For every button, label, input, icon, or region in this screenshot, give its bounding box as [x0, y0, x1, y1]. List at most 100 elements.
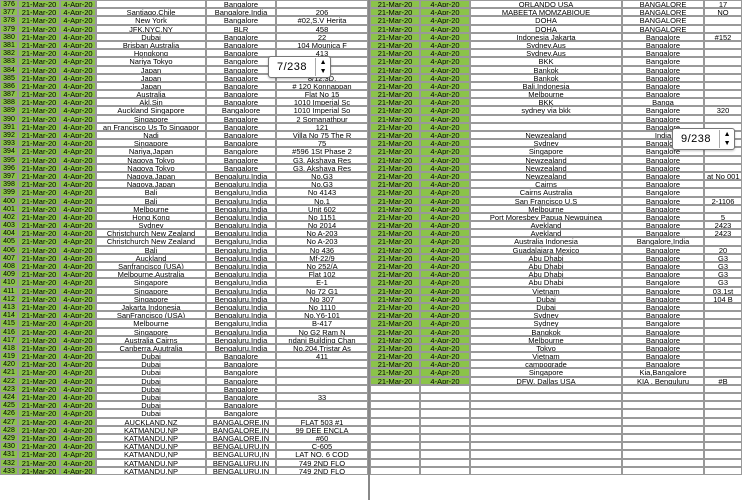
- left-date2-cell[interactable]: 4-Apr-20: [60, 450, 96, 458]
- right-from-cell[interactable]: Melbourne: [470, 90, 622, 98]
- row-number[interactable]: 376: [0, 0, 18, 8]
- right-from-cell[interactable]: Dubai: [470, 295, 622, 303]
- right-date1-cell[interactable]: 21-Mar-20: [370, 25, 420, 33]
- right-from-cell[interactable]: Melbourne: [470, 205, 622, 213]
- left-to-cell[interactable]: Bengaluru,India: [206, 270, 276, 278]
- right-to-cell[interactable]: Bangalore: [622, 278, 704, 286]
- left-to-cell[interactable]: Bangalore: [206, 16, 276, 24]
- left-to-cell[interactable]: Bangalore: [206, 49, 276, 57]
- left-date1-cell[interactable]: 21-Mar-20: [18, 262, 60, 270]
- right-date1-cell[interactable]: 21-Mar-20: [370, 295, 420, 303]
- left-from-cell[interactable]: Nagoya,Japan: [96, 180, 206, 188]
- right-date1-cell[interactable]: 21-Mar-20: [370, 352, 420, 360]
- right-date1-cell[interactable]: 21-Mar-20: [370, 377, 420, 385]
- left-to-cell[interactable]: Bangalore: [206, 57, 276, 65]
- row-number[interactable]: 427: [0, 418, 18, 426]
- left-to-cell[interactable]: Bangalore,India: [206, 8, 276, 16]
- right-from-cell[interactable]: Dubai: [470, 303, 622, 311]
- left-addr-cell[interactable]: No 307: [276, 295, 368, 303]
- right-note-cell[interactable]: [704, 418, 742, 426]
- left-to-cell[interactable]: BANGALORE,IN: [206, 426, 276, 434]
- left-from-cell[interactable]: Sanfrancisco (USA): [96, 262, 206, 270]
- left-from-cell[interactable]: Dubai: [96, 352, 206, 360]
- right-date2-cell[interactable]: 4-Apr-20: [420, 180, 470, 188]
- right-date2-cell[interactable]: 4-Apr-20: [420, 172, 470, 180]
- right-note-cell[interactable]: [704, 188, 742, 196]
- left-date2-cell[interactable]: 4-Apr-20: [60, 360, 96, 368]
- right-date1-cell[interactable]: 21-Mar-20: [370, 213, 420, 221]
- left-addr-cell[interactable]: # 120 Konnappan: [276, 82, 368, 90]
- row-number[interactable]: 414: [0, 311, 18, 319]
- left-from-cell[interactable]: Nadi: [96, 131, 206, 139]
- right-from-cell[interactable]: Avekland: [470, 221, 622, 229]
- right-note-cell[interactable]: 5: [704, 213, 742, 221]
- right-from-cell[interactable]: [470, 467, 622, 475]
- left-date2-cell[interactable]: 4-Apr-20: [60, 237, 96, 245]
- left-to-cell[interactable]: Bangalore: [206, 360, 276, 368]
- left-to-cell[interactable]: Bengaluru,India: [206, 328, 276, 336]
- right-to-cell[interactable]: Bangalore: [622, 221, 704, 229]
- right-from-cell[interactable]: Guadalajara Mexico: [470, 246, 622, 254]
- left-date2-cell[interactable]: 4-Apr-20: [60, 90, 96, 98]
- left-date1-cell[interactable]: 21-Mar-20: [18, 270, 60, 278]
- left-date2-cell[interactable]: 4-Apr-20: [60, 393, 96, 401]
- left-from-cell[interactable]: SanFrancisco (USA): [96, 311, 206, 319]
- right-from-cell[interactable]: Singapore: [470, 368, 622, 376]
- left-date1-cell[interactable]: 21-Mar-20: [18, 303, 60, 311]
- right-date2-cell[interactable]: [420, 418, 470, 426]
- right-date2-cell[interactable]: 4-Apr-20: [420, 66, 470, 74]
- left-from-cell[interactable]: Dubai: [96, 409, 206, 417]
- left-date2-cell[interactable]: 4-Apr-20: [60, 409, 96, 417]
- left-to-cell[interactable]: BENGALURU,IN: [206, 459, 276, 467]
- right-date2-cell[interactable]: [420, 459, 470, 467]
- left-date2-cell[interactable]: 4-Apr-20: [60, 0, 96, 8]
- right-to-cell[interactable]: Bangalore: [622, 106, 704, 114]
- left-date2-cell[interactable]: 4-Apr-20: [60, 295, 96, 303]
- left-from-cell[interactable]: KATMANDU,NP: [96, 467, 206, 475]
- left-date1-cell[interactable]: 21-Mar-20: [18, 467, 60, 475]
- right-from-cell[interactable]: Vietnam: [470, 352, 622, 360]
- right-date1-cell[interactable]: 21-Mar-20: [370, 328, 420, 336]
- right-from-cell[interactable]: Vietnam: [470, 287, 622, 295]
- left-date1-cell[interactable]: 21-Mar-20: [18, 393, 60, 401]
- right-date2-cell[interactable]: 4-Apr-20: [420, 57, 470, 65]
- row-number[interactable]: 420: [0, 360, 18, 368]
- left-from-cell[interactable]: [96, 0, 206, 8]
- left-date2-cell[interactable]: 4-Apr-20: [60, 16, 96, 24]
- right-note-cell[interactable]: [704, 336, 742, 344]
- left-date2-cell[interactable]: 4-Apr-20: [60, 41, 96, 49]
- left-date2-cell[interactable]: 4-Apr-20: [60, 270, 96, 278]
- left-date1-cell[interactable]: 21-Mar-20: [18, 229, 60, 237]
- right-note-cell[interactable]: [704, 426, 742, 434]
- left-addr-cell[interactable]: 411: [276, 352, 368, 360]
- left-to-cell[interactable]: Bengaluru,India: [206, 254, 276, 262]
- right-to-cell[interactable]: [622, 434, 704, 442]
- left-date1-cell[interactable]: 21-Mar-20: [18, 115, 60, 123]
- left-to-cell[interactable]: Bangalore: [206, 409, 276, 417]
- right-note-cell[interactable]: [704, 319, 742, 327]
- right-to-cell[interactable]: Bangalore: [622, 115, 704, 123]
- left-addr-cell[interactable]: [276, 385, 368, 393]
- right-date2-cell[interactable]: 4-Apr-20: [420, 377, 470, 385]
- right-from-cell[interactable]: [470, 426, 622, 434]
- left-from-cell[interactable]: Auckland Singapore: [96, 106, 206, 114]
- right-from-cell[interactable]: Abu Dhabi: [470, 270, 622, 278]
- left-addr-cell[interactable]: 1010 Imperial Sc: [276, 98, 368, 106]
- left-from-cell[interactable]: Auckland: [96, 254, 206, 262]
- right-from-cell[interactable]: [470, 123, 622, 131]
- right-date2-cell[interactable]: 4-Apr-20: [420, 360, 470, 368]
- left-addr-cell[interactable]: FLAT 503 #1: [276, 418, 368, 426]
- left-date2-cell[interactable]: 4-Apr-20: [60, 303, 96, 311]
- right-to-cell[interactable]: [622, 459, 704, 467]
- row-number[interactable]: 416: [0, 328, 18, 336]
- right-date1-cell[interactable]: 21-Mar-20: [370, 147, 420, 155]
- right-note-cell[interactable]: G3: [704, 262, 742, 270]
- right-date2-cell[interactable]: 4-Apr-20: [420, 262, 470, 270]
- left-addr-cell[interactable]: [276, 0, 368, 8]
- left-from-cell[interactable]: Bali: [96, 188, 206, 196]
- right-note-cell[interactable]: [704, 180, 742, 188]
- left-from-cell[interactable]: Japan: [96, 82, 206, 90]
- right-from-cell[interactable]: Newzealand: [470, 164, 622, 172]
- right-date1-cell[interactable]: 21-Mar-20: [370, 221, 420, 229]
- left-addr-cell[interactable]: No.1: [276, 197, 368, 205]
